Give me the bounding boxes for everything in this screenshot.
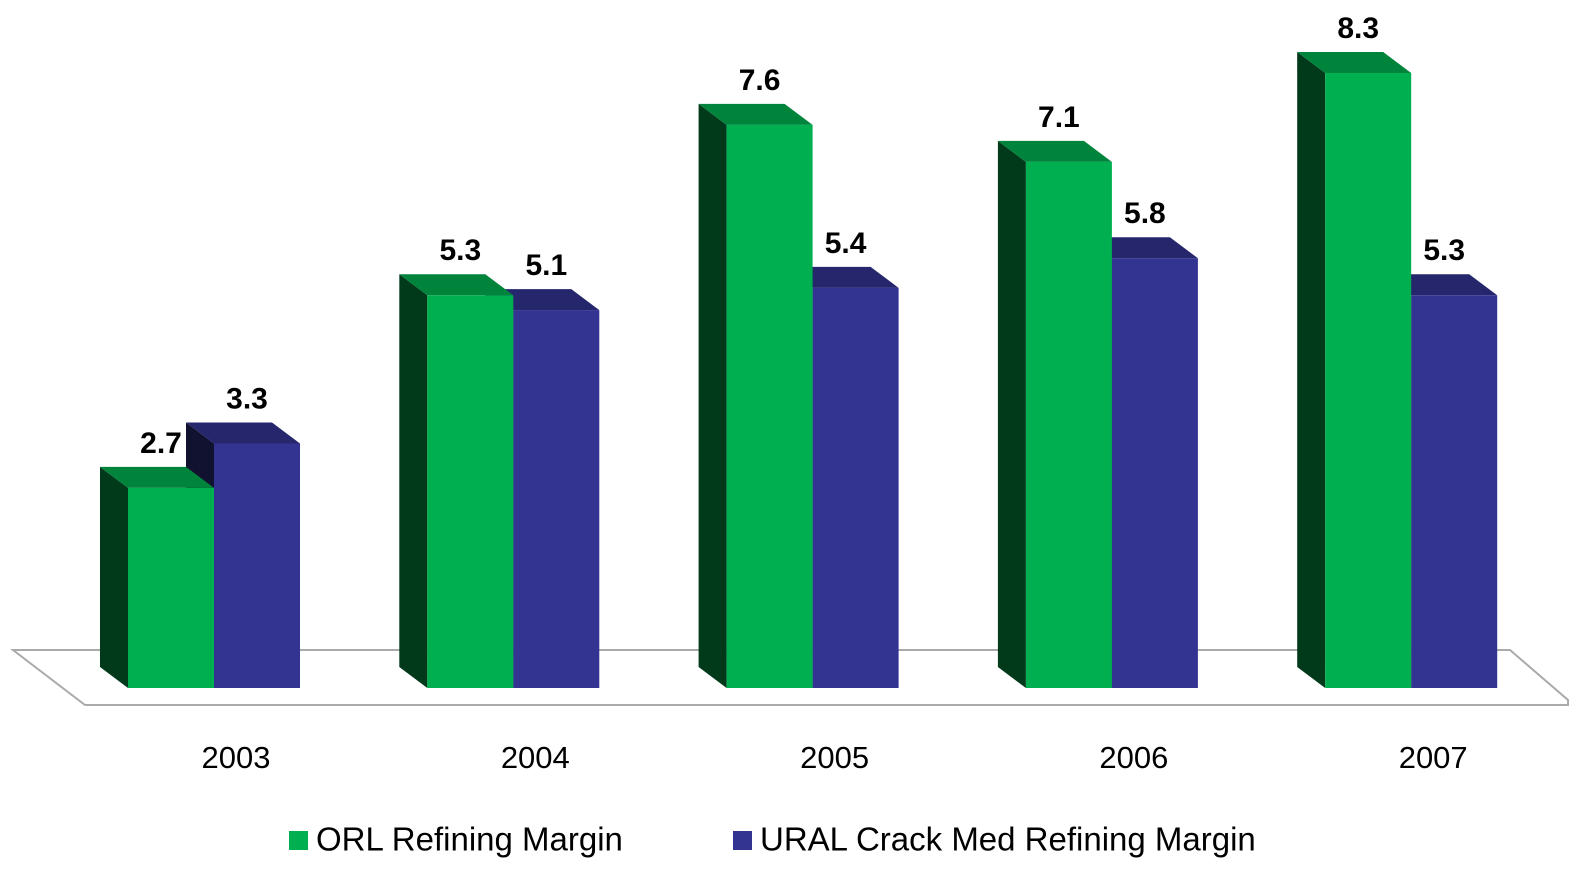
bar-side bbox=[399, 274, 428, 688]
legend-label: ORL Refining Margin bbox=[316, 821, 623, 858]
bar-side bbox=[997, 140, 1026, 688]
bar-top bbox=[100, 466, 214, 488]
legend-swatch bbox=[733, 831, 752, 850]
bar-top bbox=[485, 289, 600, 311]
value-label: 5.3 bbox=[1423, 234, 1465, 267]
bar-top bbox=[698, 103, 813, 125]
bar bbox=[726, 124, 813, 689]
value-label: 2.7 bbox=[140, 427, 182, 460]
value-label: 7.1 bbox=[1038, 101, 1080, 134]
bar-side bbox=[1297, 51, 1326, 689]
x-tick-label: 2007 bbox=[1399, 740, 1468, 775]
value-label: 5.3 bbox=[439, 234, 481, 267]
value-label: 5.8 bbox=[1124, 197, 1166, 230]
bar bbox=[1411, 295, 1498, 688]
value-label: 8.3 bbox=[1337, 12, 1379, 45]
legend-label: URAL Crack Med Refining Margin bbox=[760, 821, 1256, 858]
x-tick-label: 2003 bbox=[202, 740, 271, 775]
bar bbox=[513, 310, 600, 688]
bar-side bbox=[100, 466, 128, 688]
bar-top bbox=[1083, 237, 1198, 259]
x-tick-label: 2006 bbox=[1099, 740, 1168, 775]
bar-side bbox=[698, 103, 727, 689]
value-label: 3.3 bbox=[226, 382, 268, 415]
bar bbox=[1025, 161, 1112, 688]
bar-top bbox=[1383, 274, 1498, 296]
bar bbox=[214, 443, 300, 688]
bar-top bbox=[399, 274, 514, 296]
bar bbox=[1111, 258, 1198, 688]
legend-swatch bbox=[289, 831, 308, 850]
value-label: 7.6 bbox=[739, 64, 781, 97]
value-label: 5.4 bbox=[825, 227, 867, 260]
bar-top bbox=[1297, 51, 1412, 73]
bar bbox=[1325, 72, 1412, 689]
bar bbox=[427, 295, 514, 688]
bar-top bbox=[784, 266, 899, 288]
value-label: 5.1 bbox=[525, 249, 567, 282]
bar bbox=[128, 487, 214, 688]
bar-top bbox=[186, 422, 300, 444]
bar-top bbox=[997, 140, 1112, 162]
x-tick-label: 2005 bbox=[800, 740, 869, 775]
x-tick-label: 2004 bbox=[501, 740, 570, 775]
bar bbox=[812, 287, 899, 688]
